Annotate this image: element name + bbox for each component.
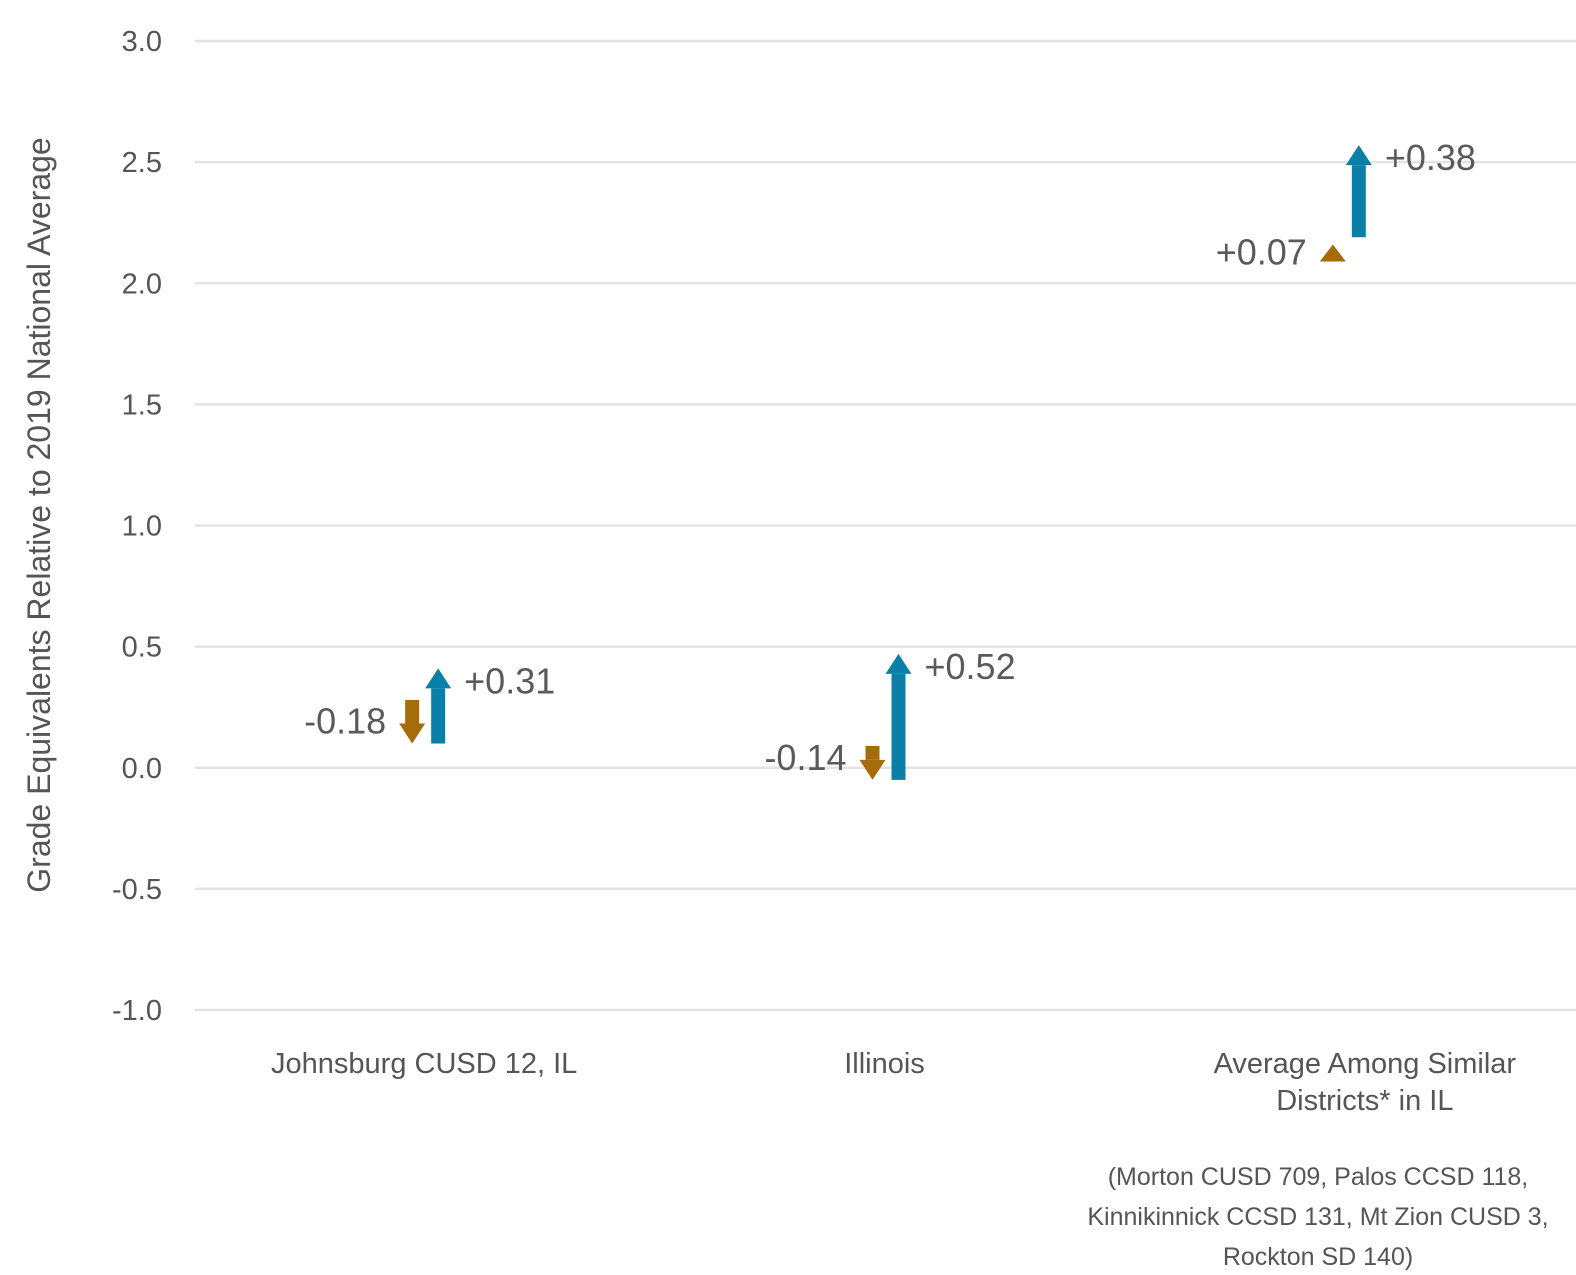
y-tick-label: 1.5 <box>122 389 162 421</box>
arrow-mark <box>859 745 886 780</box>
arrow-mark <box>1319 244 1346 262</box>
footnote-line: Kinnikinnick CCSD 131, Mt Zion CUSD 3, <box>1087 1203 1548 1231</box>
y-tick-label: -1.0 <box>112 995 162 1027</box>
data-label: +0.31 <box>464 660 555 701</box>
y-tick-label: 2.5 <box>122 147 162 179</box>
y-tick-label: 0.0 <box>122 753 162 785</box>
y-tick-label: 1.0 <box>122 511 162 543</box>
arrow-shaft <box>431 688 446 744</box>
y-tick-label: 2.0 <box>122 268 162 300</box>
arrow-marks: -0.18 -0.14 +0.07 +0.31 +0.52 +0.38 <box>304 137 1476 780</box>
arrow-head <box>1319 244 1346 262</box>
x-axis-categories: Johnsburg CUSD 12, IL Illinois Average Amo… <box>271 1048 1516 1117</box>
y-tick-label: 3.0 <box>122 26 162 58</box>
data-label: +0.07 <box>1216 231 1307 272</box>
gridlines <box>195 39 1576 1012</box>
footnote: (Morton CUSD 709, Palos CCSD 118, Kinniki… <box>1087 1163 1548 1271</box>
arrow-mark <box>399 699 426 744</box>
arrow-shaft <box>865 745 880 760</box>
arrow-shaft <box>405 699 420 724</box>
arrow-head <box>399 723 426 744</box>
data-label: -0.14 <box>764 737 846 778</box>
arrow-head <box>885 653 912 674</box>
category-label: Illinois <box>844 1048 925 1080</box>
arrow-mark <box>885 653 912 780</box>
arrow-shaft <box>891 673 906 780</box>
category-label: Districts* in IL <box>1276 1085 1453 1117</box>
footnote-line: Rockton SD 140) <box>1223 1243 1413 1271</box>
y-axis-label: Grade Equivalents Relative to 2019 Natio… <box>21 137 57 892</box>
arrow-mark <box>1345 145 1372 238</box>
arrow-head <box>425 668 452 689</box>
data-label: -0.18 <box>304 701 386 742</box>
data-label: +0.38 <box>1385 137 1476 178</box>
arrow-shaft <box>1351 165 1366 238</box>
data-label: +0.52 <box>925 646 1016 687</box>
arrow-mark <box>425 668 452 744</box>
y-tick-label: -0.5 <box>112 874 162 906</box>
category-label: Average Among Similar <box>1214 1048 1517 1080</box>
arrow-head <box>1345 145 1372 166</box>
y-axis-ticks: 3.0 2.5 2.0 1.5 1.0 0.5 0.0 -0.5 -1.0 <box>112 26 162 1027</box>
category-label: Johnsburg CUSD 12, IL <box>271 1048 577 1080</box>
footnote-line: (Morton CUSD 709, Palos CCSD 118, <box>1108 1163 1529 1191</box>
y-tick-label: 0.5 <box>122 632 162 664</box>
arrow-head <box>859 759 886 780</box>
